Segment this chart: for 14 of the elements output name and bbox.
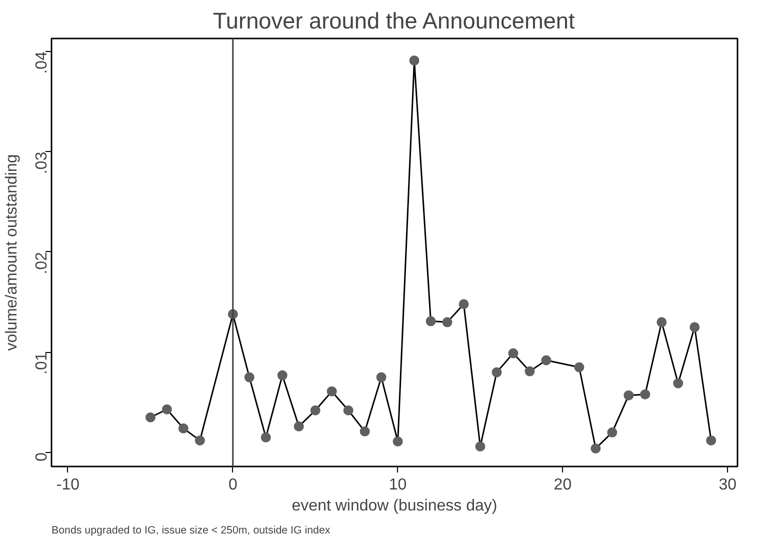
y-axis-title: volume/amount outstanding (4, 154, 20, 351)
x-tick-label: -10 (56, 476, 80, 494)
y-tick-label: .02 (34, 252, 50, 274)
y-tick-label: .03 (34, 152, 50, 174)
x-tick-label: 30 (718, 476, 737, 494)
y-tick-label: .01 (34, 352, 50, 374)
x-tick-label: 10 (388, 476, 407, 494)
x-tick-label: 20 (554, 476, 572, 494)
chart-title: Turnover around the Announcement (212, 8, 576, 34)
x-axis-title: event window (business day) (292, 498, 498, 514)
x-tick-label: 0 (228, 476, 238, 494)
y-tick-label: 0 (34, 452, 50, 462)
y-tick-label: .04 (34, 51, 50, 74)
text: Bonds upgraded to IG, issue size < 250m, outside IG index (52, 524, 331, 536)
